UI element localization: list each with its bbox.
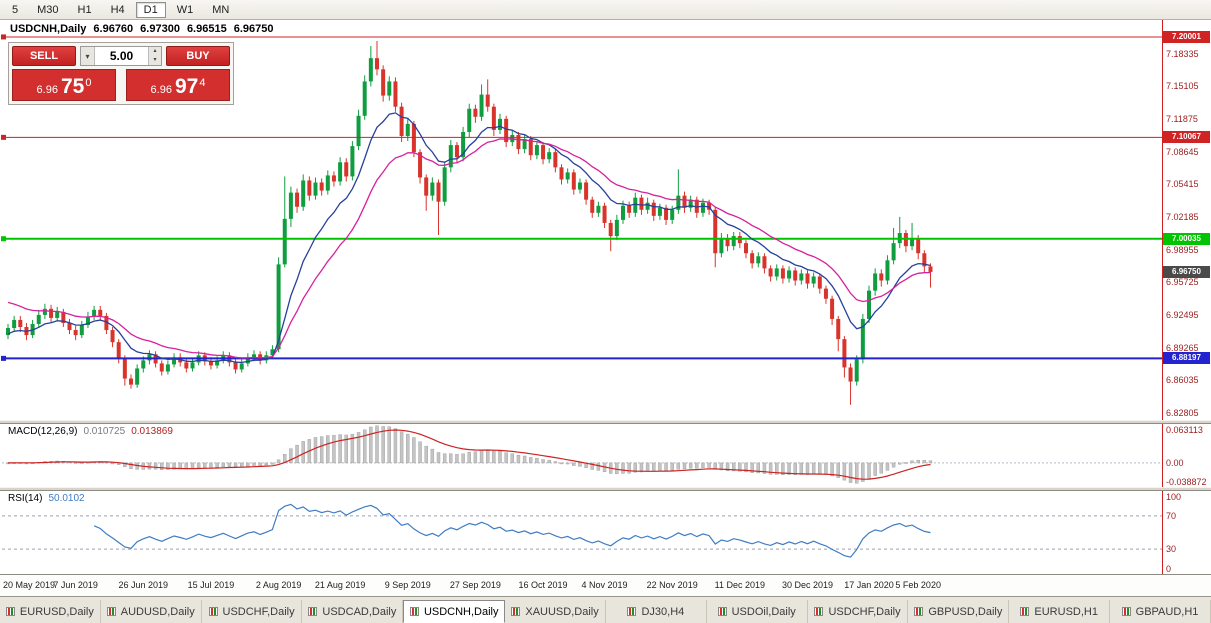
chart-icon	[409, 607, 419, 616]
rsi-indicator-label: RSI(14) 50.0102	[8, 493, 85, 504]
period-button-MN[interactable]: MN	[212, 3, 230, 16]
tab-DJ30,H4[interactable]: DJ30,H4	[606, 600, 707, 623]
volume-up-icon[interactable]: ▴	[153, 48, 157, 54]
chart-ohlc-line: USDCNH,Daily 6.96760 6.97300 6.96515 6.96750	[10, 23, 280, 35]
one-click-trading-panel: SELL ▾ 5.00 ▴ ▾ BUY 6.96 75 0 6.96 97 4	[8, 42, 234, 105]
chart-icon	[1121, 607, 1131, 616]
period-button-H1[interactable]: H1	[77, 3, 92, 16]
tab-label: USDCAD,Daily	[322, 605, 397, 618]
chart-icon	[511, 607, 521, 616]
chart-icon	[717, 607, 727, 616]
volume-spinner[interactable]: ▴ ▾	[148, 47, 161, 65]
tab-USDOil,Daily[interactable]: USDOil,Daily	[707, 600, 808, 623]
chart-icon	[627, 607, 637, 616]
chart-icon	[814, 607, 824, 616]
chart-tab-bar: EURUSD,Daily AUDUSD,Daily USDCHF,Daily USDC…	[0, 596, 1211, 623]
chart-icon	[5, 607, 15, 616]
chart-canvas[interactable]	[0, 20, 1211, 596]
tab-label: USDCNH,Daily	[423, 605, 499, 618]
tab-label: EURUSD,Daily	[19, 605, 94, 618]
date-axis[interactable]	[0, 574, 1211, 596]
tab-EURUSD,Daily[interactable]: EURUSD,Daily	[0, 600, 101, 623]
tab-XAUUSD,Daily[interactable]: XAUUSD,Daily	[505, 600, 606, 623]
rsi-panel-splitter[interactable]	[0, 487, 1211, 491]
tab-label: EURUSD,H1	[1034, 605, 1098, 618]
tab-GBPAUD,H1[interactable]: GBPAUD,H1	[1110, 600, 1211, 623]
period-button-W1[interactable]: W1	[176, 3, 194, 16]
tab-GBPUSD,Daily[interactable]: GBPUSD,Daily	[908, 600, 1010, 623]
tab-label: GBPAUD,H1	[1135, 605, 1199, 618]
tab-label: DJ30,H4	[641, 605, 685, 618]
macd-indicator-label: MACD(12,26,9) 0.010725 0.013869	[8, 426, 173, 437]
tab-AUDUSD,Daily[interactable]: AUDUSD,Daily	[101, 600, 202, 623]
tab-label: USDCHF,Daily	[828, 605, 901, 618]
tab-label: AUDUSD,Daily	[120, 605, 195, 618]
tab-USDCAD,Daily[interactable]: USDCAD,Daily	[302, 600, 404, 623]
high-value: 6.97300	[140, 23, 180, 35]
chart-icon	[1020, 607, 1030, 616]
volume-value[interactable]: 5.00	[109, 49, 134, 63]
timeframe-toolbar: 5 M30 H1 H4 D1 W1 MN	[0, 0, 1211, 20]
low-value: 6.96515	[186, 23, 227, 35]
macd-panel-splitter[interactable]	[0, 420, 1211, 424]
sell-price-display[interactable]: 6.96 75 0	[12, 69, 116, 101]
open-value: 6.96760	[93, 23, 134, 35]
tab-USDCHF,Daily[interactable]: USDCHF,Daily	[202, 600, 303, 623]
close-value: 6.96750	[233, 23, 274, 35]
volume-down-icon[interactable]: ▾	[153, 57, 157, 63]
chart-area: USDCNH,Daily 6.96760 6.97300 6.96515 6.96750…	[0, 20, 1211, 596]
period-button-M30[interactable]: M30	[37, 3, 59, 16]
volume-dropdown-icon[interactable]: ▾	[81, 47, 95, 65]
symbol-period-label: USDCNH,Daily	[10, 23, 87, 35]
tab-label: GBPUSD,Daily	[928, 605, 1003, 618]
tab-label: USDOil,Daily	[731, 605, 796, 618]
tab-USDCNH,Daily[interactable]: USDCNH,Daily	[403, 600, 506, 623]
chart-icon	[308, 607, 318, 616]
period-button-H4[interactable]: H4	[110, 3, 125, 16]
chart-icon	[914, 607, 924, 616]
sell-button[interactable]: SELL	[12, 46, 76, 66]
buy-button[interactable]: BUY	[166, 46, 230, 66]
tab-label: USDCHF,Daily	[222, 605, 295, 618]
chart-icon	[106, 607, 116, 616]
tab-EURUSD,H1[interactable]: EURUSD,H1	[1009, 600, 1111, 623]
chart-icon	[208, 607, 218, 616]
tab-USDCHF,Daily[interactable]: USDCHF,Daily	[808, 600, 909, 623]
volume-control[interactable]: ▾ 5.00 ▴ ▾	[80, 46, 162, 66]
period-button-5[interactable]: 5	[12, 3, 19, 16]
tab-label: XAUUSD,Daily	[525, 605, 599, 618]
buy-price-display[interactable]: 6.96 97 4	[126, 69, 230, 101]
period-button-D1[interactable]: D1	[135, 1, 166, 18]
